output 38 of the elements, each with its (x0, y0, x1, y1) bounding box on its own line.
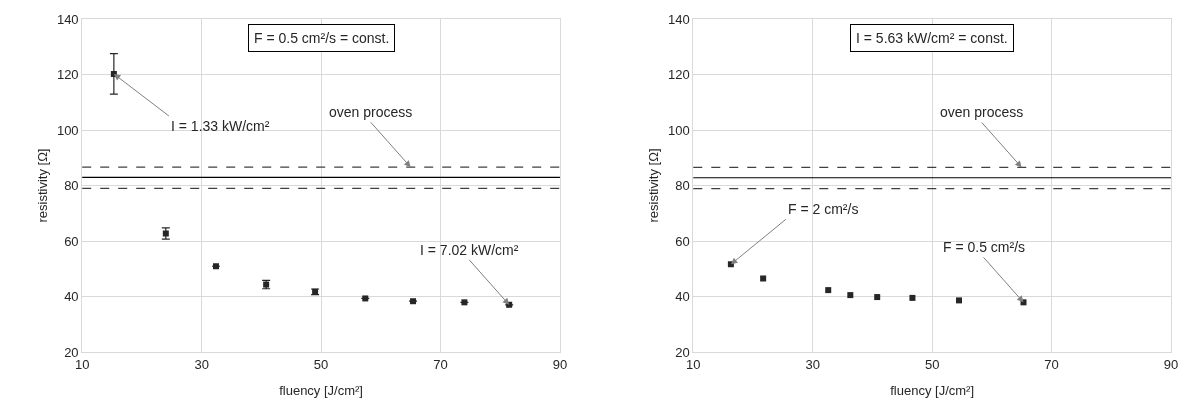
x-axis-title: fluency [J/cm²] (890, 383, 975, 399)
y-tick-label: 60 (64, 233, 79, 249)
annotation: I = 1.33 kW/cm² (171, 118, 270, 134)
annotation: I = 7.02 kW/cm² (420, 242, 519, 258)
x-tick-label: 90 (552, 356, 568, 372)
y-tick-label: 40 (675, 289, 690, 305)
annotation: oven process (329, 104, 413, 120)
y-axis-title: resistivity [Ω] (645, 148, 661, 223)
point (847, 292, 854, 299)
y-tick-label: 120 (667, 67, 690, 83)
point (825, 287, 832, 294)
x-tick-label: 30 (805, 356, 820, 372)
y-tick-label: 80 (675, 178, 690, 194)
annotation: F = 0.5 cm²/s = const. (254, 30, 390, 46)
x-tick-label: 50 (313, 356, 329, 372)
point (909, 294, 916, 301)
y-tick-label: 140 (667, 11, 690, 27)
annotation: I = 5.63 kW/cm² = const. (856, 30, 1008, 46)
y-tick-label: 100 (667, 122, 690, 138)
annotation: F = 0.5 cm²/s (943, 239, 1026, 255)
annotation: oven process (940, 104, 1024, 120)
point (956, 297, 963, 304)
annotation: F = 2 cm²/s (788, 201, 859, 217)
x-tick-label: 30 (194, 356, 209, 372)
y-tick-label: 100 (56, 122, 79, 138)
y-tick-label: 120 (56, 67, 79, 83)
point (874, 294, 881, 301)
x-tick-label: 50 (924, 356, 940, 372)
x-tick-label: 70 (433, 356, 448, 372)
y-axis-title: resistivity [Ω] (34, 148, 50, 223)
y-tick-label: 60 (675, 233, 690, 249)
y-tick-label: 40 (64, 289, 79, 305)
y-tick-label: 80 (64, 178, 79, 194)
y-tick-label: 140 (56, 11, 79, 27)
x-tick-label: 90 (1163, 356, 1179, 372)
point (760, 275, 767, 282)
x-axis-title: fluency [J/cm²] (279, 383, 363, 399)
x-tick-label: 70 (1044, 356, 1059, 372)
